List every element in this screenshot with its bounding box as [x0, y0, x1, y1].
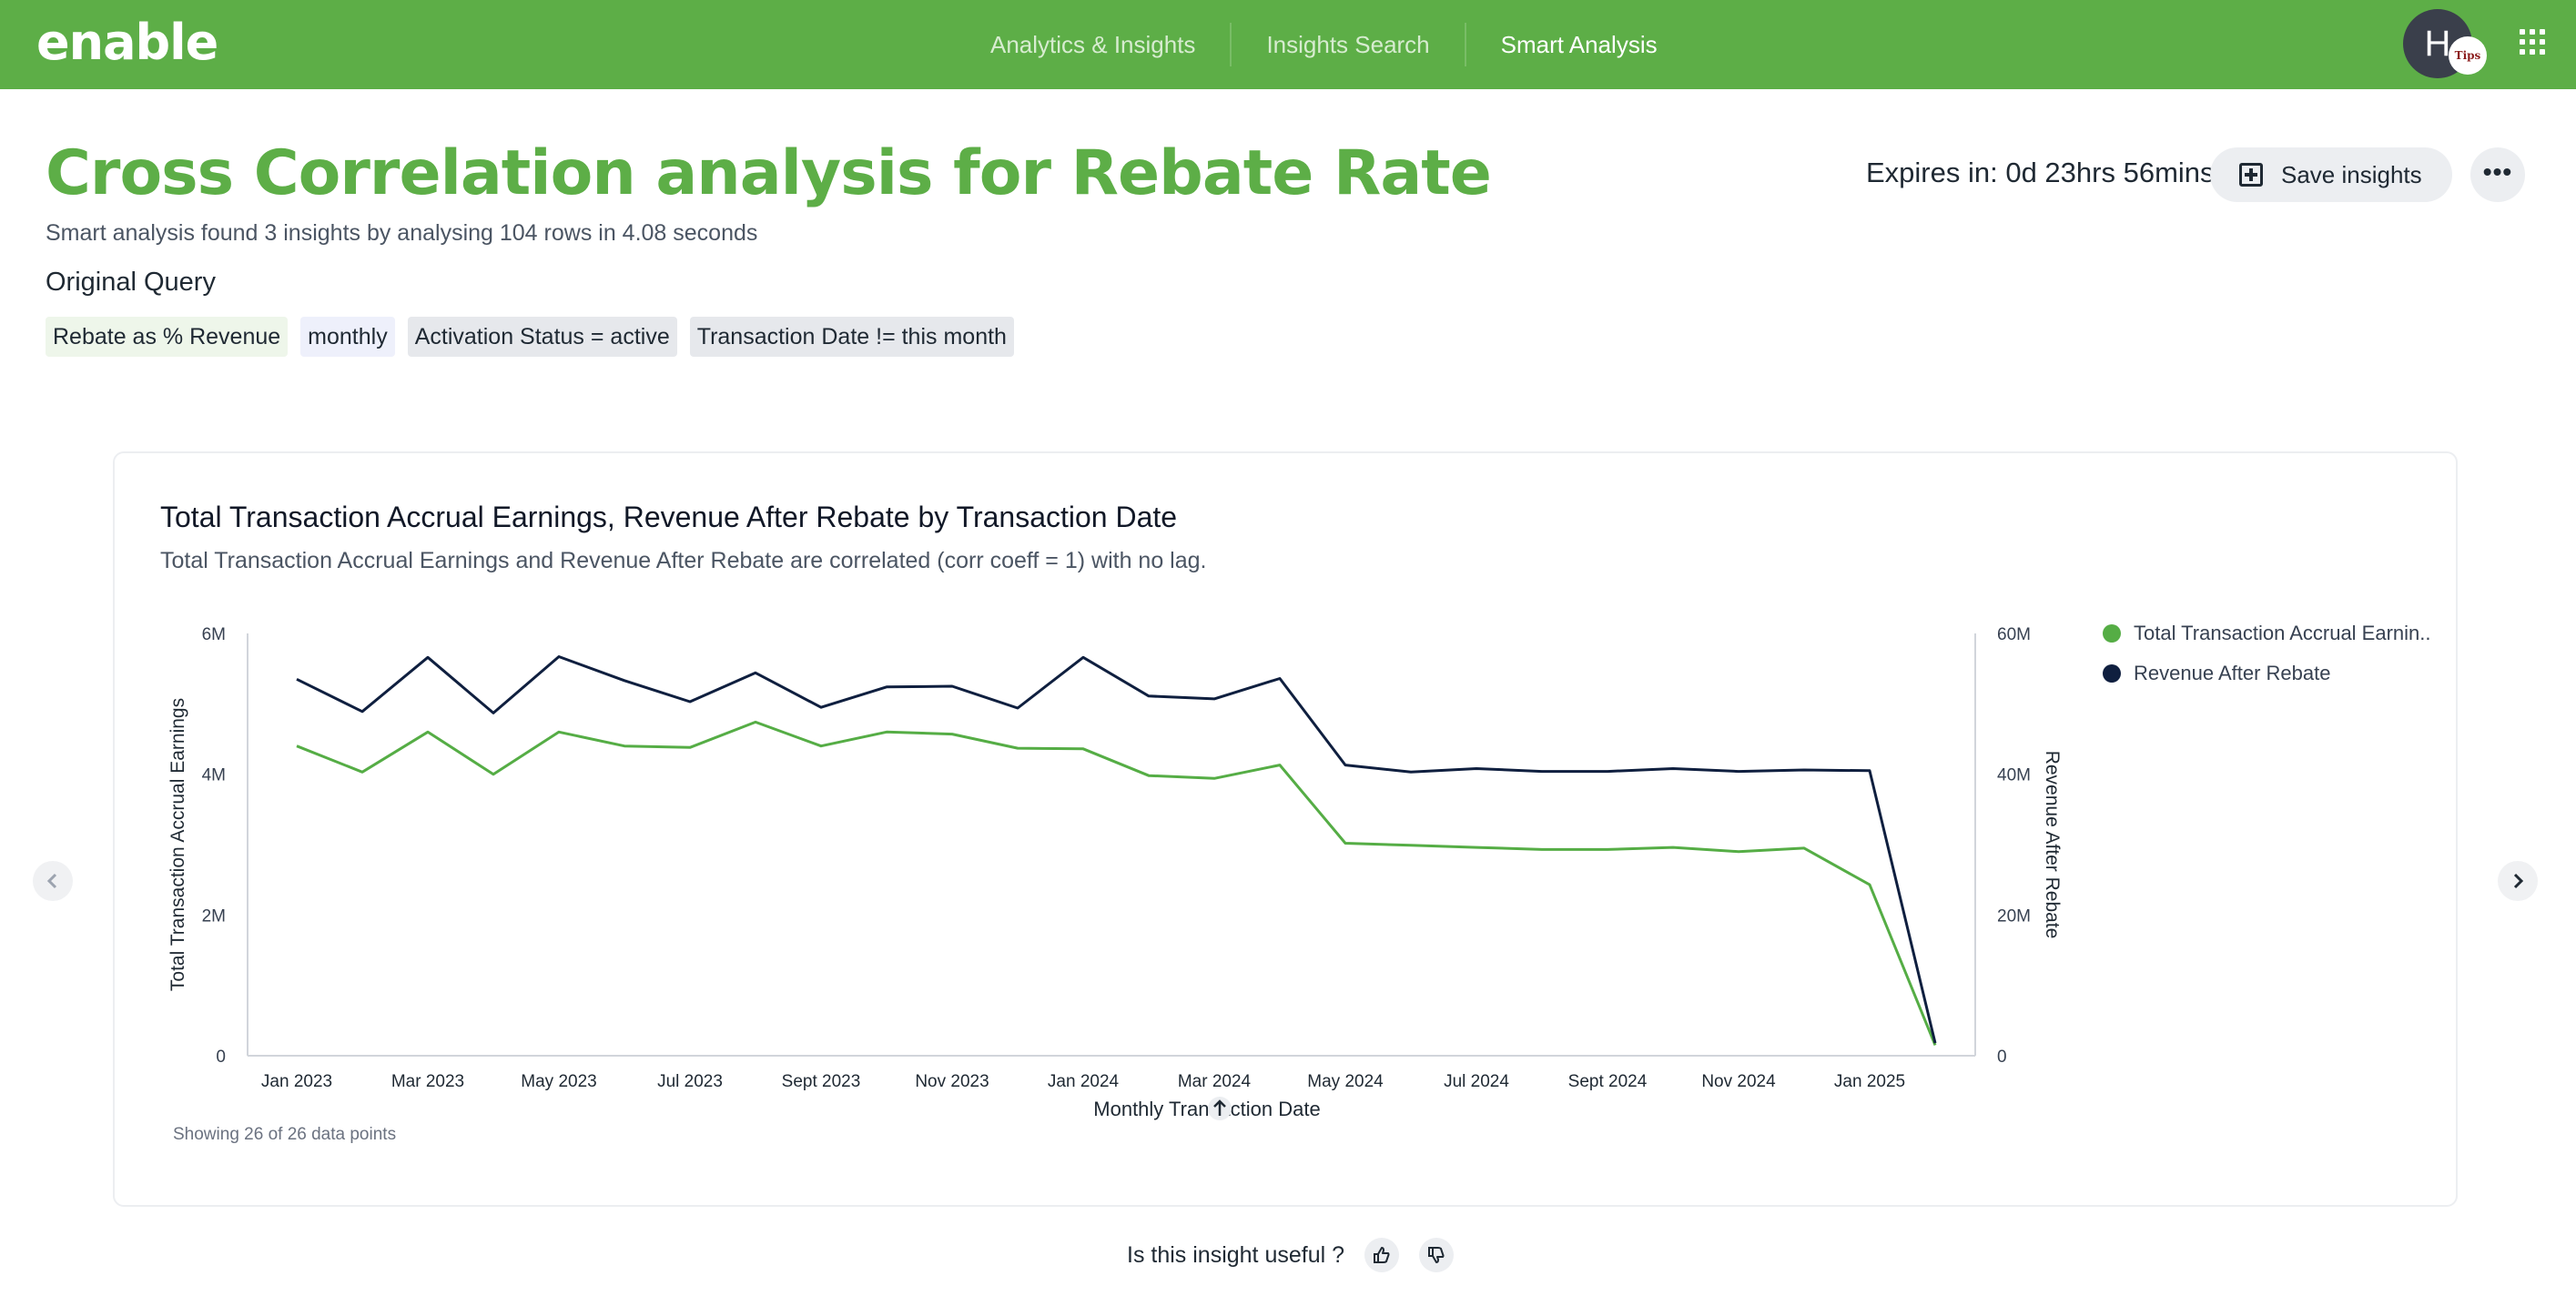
original-query-label: Original Query	[46, 268, 216, 297]
chart-title: Total Transaction Accrual Earnings, Reve…	[160, 501, 1178, 533]
page-title: Cross Correlation analysis for Rebate Ra…	[46, 137, 1492, 209]
y-left-tick-label: 2M	[202, 906, 226, 926]
chart-legend: Total Transaction Accrual Earnin.. Reven…	[2103, 613, 2431, 694]
series-line-accrual-earnings	[296, 720, 1937, 1046]
x-tick-label: Jan 2025	[1834, 1072, 1905, 1091]
feedback-row: Is this insight useful ?	[1127, 1238, 1455, 1272]
query-chip-filter-date: Transaction Date != this month	[689, 317, 1014, 357]
insight-card: Total Transaction Accrual Earnings, Reve…	[113, 451, 2458, 1207]
data-points-count: Showing 26 of 26 data points	[173, 1125, 397, 1144]
chevron-left-icon	[46, 873, 57, 889]
thumbs-down-button[interactable]	[1419, 1238, 1455, 1272]
save-insights-button[interactable]: Save insights	[2210, 147, 2452, 202]
x-tick-label: Jan 2023	[261, 1072, 332, 1091]
add-box-icon	[2239, 163, 2263, 187]
expiry-timer: Expires in: 0d 23hrs 56mins	[1866, 157, 2215, 188]
nav-analytics-insights[interactable]: Analytics & Insights	[956, 23, 1232, 66]
query-chip-measure: Rebate as % Revenue	[46, 317, 289, 357]
query-chip-granularity: monthly	[300, 317, 395, 357]
previous-insight-button[interactable]	[33, 861, 73, 901]
more-options-button[interactable]: •••	[2470, 147, 2525, 202]
chevron-right-icon	[2513, 873, 2524, 889]
x-tick-label: Jul 2023	[657, 1072, 723, 1091]
y-left-tick-label: 4M	[202, 766, 226, 785]
analysis-summary: Smart analysis found 3 insights by analy…	[46, 220, 758, 246]
x-tick-label: Mar 2023	[391, 1072, 464, 1091]
chart-subtitle: Total Transaction Accrual Earnings and R…	[160, 548, 1207, 573]
x-tick-label: Sept 2024	[1568, 1072, 1648, 1091]
legend-label-accrual: Total Transaction Accrual Earnin..	[2134, 622, 2431, 644]
x-tick-label: Nov 2024	[1701, 1072, 1776, 1091]
x-tick-label: Jul 2024	[1444, 1072, 1509, 1091]
y-left-tick-label: 0	[216, 1048, 226, 1067]
main-nav: Analytics & Insights Insights Search Sma…	[956, 0, 1692, 89]
x-axis-title: Monthly Transaction Date	[1093, 1098, 1320, 1120]
app-grid-icon[interactable]	[2520, 29, 2545, 55]
y-left-tick-label: 6M	[202, 625, 226, 644]
x-tick-label: Mar 2024	[1178, 1072, 1252, 1091]
thumbs-up-icon	[1374, 1247, 1390, 1263]
y-right-tick-label: 60M	[1997, 625, 2031, 644]
query-chip-filter-activation: Activation Status = active	[407, 317, 677, 357]
y-left-axis-title: Total Transaction Accrual Earnings	[167, 698, 188, 991]
top-bar: enable Analytics & Insights Insights Sea…	[0, 0, 2576, 89]
x-tick-label: May 2024	[1307, 1072, 1384, 1091]
series-line-revenue-after-rebate	[296, 655, 1937, 1044]
nav-smart-analysis[interactable]: Smart Analysis	[1500, 31, 1658, 58]
thumbs-down-icon	[1428, 1247, 1445, 1263]
sort-arrow-up-icon	[1213, 1099, 1226, 1116]
x-tick-label: Jan 2024	[1048, 1072, 1120, 1091]
y-right-axis-title: Revenue After Rebate	[2042, 751, 2063, 939]
legend-item-revenue[interactable]: Revenue After Rebate	[2103, 653, 2431, 694]
enable-logo[interactable]: enable	[36, 14, 218, 71]
save-insights-label: Save insights	[2281, 160, 2422, 188]
feedback-question: Is this insight useful ?	[1127, 1241, 1345, 1268]
legend-label-revenue: Revenue After Rebate	[2134, 662, 2331, 684]
y-right-tick-label: 40M	[1997, 766, 2031, 785]
legend-dot-green	[2103, 624, 2121, 643]
x-tick-label: Nov 2023	[915, 1072, 989, 1091]
legend-item-accrual[interactable]: Total Transaction Accrual Earnin..	[2103, 613, 2431, 653]
legend-dot-navy	[2103, 664, 2121, 683]
nav-insights-search[interactable]: Insights Search	[1232, 23, 1466, 66]
query-chips: Rebate as % Revenue monthly Activation S…	[46, 317, 1014, 357]
y-right-tick-label: 20M	[1997, 906, 2031, 926]
y-right-tick-label: 0	[1997, 1048, 2007, 1067]
x-tick-label: May 2023	[521, 1072, 596, 1091]
x-tick-label: Sept 2023	[782, 1072, 861, 1091]
line-chart[interactable]: 0 2M 4M 6M 0 20M 40M 60M Jan 2023 Mar 2023 May 202…	[115, 453, 2459, 1209]
tips-badge[interactable]: Tips	[2449, 36, 2487, 75]
next-insight-button[interactable]	[2498, 861, 2538, 901]
thumbs-up-button[interactable]	[1364, 1238, 1400, 1272]
